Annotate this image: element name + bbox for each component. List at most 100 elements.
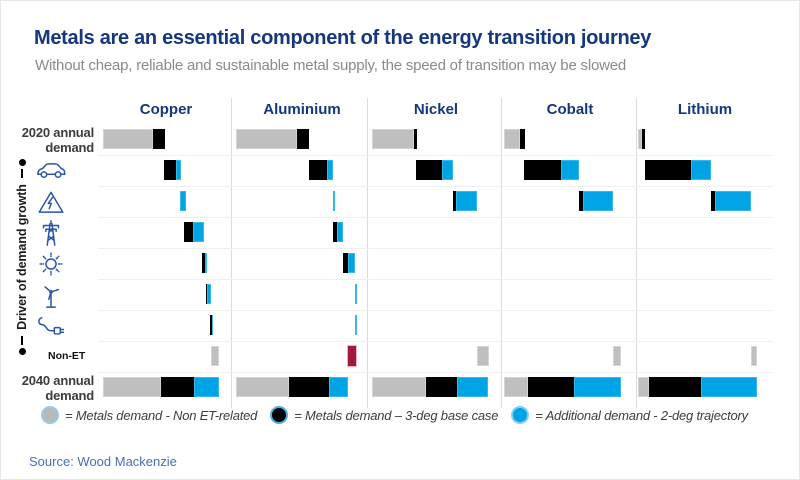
column-separator [636, 98, 637, 408]
bar-segment [442, 160, 453, 180]
bar-segment [649, 377, 701, 397]
bar-segment [574, 377, 621, 397]
driver-axis-label: Driver of demand growth [15, 184, 29, 330]
row-label-2040: 2040 annual demand [21, 373, 94, 403]
row-gridline [98, 248, 773, 249]
bar-segment [207, 284, 211, 304]
bar-segment [453, 191, 456, 211]
bar-segment [184, 222, 193, 242]
column-header-lithium: Lithium [677, 101, 733, 118]
row-gridline [98, 341, 773, 342]
bar-segment [504, 377, 528, 397]
row-label-non-et: Non-ET [48, 350, 86, 362]
high-voltage-icon [34, 186, 68, 218]
sun-icon [34, 248, 68, 280]
bar-segment [236, 129, 297, 149]
bar-segment [297, 129, 309, 149]
bar-segment [212, 315, 213, 335]
bar-segment [372, 377, 426, 397]
axis-end-dot [18, 159, 26, 167]
bar-segment [289, 377, 329, 397]
bar-segment [205, 253, 207, 273]
driver-axis: Driver of demand growth [14, 159, 30, 355]
bar-segment [309, 160, 327, 180]
bar-segment [176, 160, 181, 180]
page-subtitle: Without cheap, reliable and sustainable … [35, 57, 627, 74]
bar-segment [202, 253, 205, 273]
column-separator [231, 98, 232, 408]
bar-segment [210, 315, 212, 335]
bar-segment [524, 160, 561, 180]
bar-segment [642, 129, 645, 149]
legend-item-black: = Metals demand – 3-deg base case [270, 406, 498, 424]
bar-segment [426, 377, 457, 397]
bar-segment [561, 160, 579, 180]
bar-segment [457, 377, 488, 397]
axis-end-dot [18, 348, 26, 355]
bar-segment [355, 315, 357, 335]
bar-segment [715, 191, 751, 211]
bar-segment [180, 191, 186, 211]
legend-label: = Additional demand - 2-deg trajectory [535, 407, 748, 423]
bar-segment [701, 377, 757, 397]
bar-segment [337, 222, 343, 242]
bar-segment [613, 346, 621, 366]
page-title: Metals are an essential component of the… [34, 27, 652, 49]
column-header-copper: Copper [139, 101, 193, 118]
bar-segment [164, 160, 176, 180]
ev-plug-icon [34, 310, 68, 342]
column-separator [367, 98, 368, 408]
row-gridline [98, 310, 773, 311]
bar-segment [236, 377, 289, 397]
legend-item-gray: = Metals demand - Non ET-related [41, 406, 257, 424]
bar-segment [477, 346, 489, 366]
wind-turbine-icon [34, 279, 68, 311]
bar-segment [520, 129, 525, 149]
legend: = Metals demand - Non ET-related = Metals… [41, 406, 771, 424]
bar-segment [645, 160, 691, 180]
row-gridline [98, 217, 773, 218]
row-gridline [98, 155, 773, 156]
bar-segment [343, 253, 348, 273]
column-separator [501, 98, 502, 408]
bar-segment [751, 346, 757, 366]
bar-segment [348, 253, 355, 273]
bar-segment [193, 222, 204, 242]
bar-segment [416, 160, 442, 180]
legend-swatch-blue [511, 406, 530, 424]
bar-segment [638, 129, 642, 149]
bar-segment [206, 284, 207, 304]
axis-stem [21, 168, 23, 178]
transmission-tower-icon [34, 217, 68, 249]
bar-segment [583, 191, 613, 211]
row-label-2020: 2020 annual demand [21, 125, 94, 155]
bar-segment [348, 346, 356, 366]
row-gridline [98, 279, 773, 280]
bar-segment [153, 129, 165, 149]
legend-item-blue: = Additional demand - 2-deg trajectory [511, 406, 748, 424]
legend-swatch-black [270, 406, 289, 424]
column-header-nickel: Nickel [413, 101, 459, 118]
axis-stem [21, 336, 23, 346]
bar-segment [504, 129, 520, 149]
column-header-cobalt: Cobalt [546, 101, 594, 118]
row-gridline [98, 372, 773, 373]
legend-label: = Metals demand - Non ET-related [65, 407, 258, 423]
row-gridline [98, 186, 773, 187]
bar-segment [103, 129, 153, 149]
bar-segment [456, 191, 477, 211]
bar-segment [327, 160, 333, 180]
bar-segment [329, 377, 348, 397]
legend-label: = Metals demand – 3-deg base case [294, 407, 499, 423]
bar-segment [638, 377, 649, 397]
source-note: Source: Wood Mackenzie [29, 454, 177, 469]
bar-segment [355, 284, 357, 304]
car-icon [34, 155, 68, 187]
bar-segment [528, 377, 574, 397]
bar-segment [691, 160, 711, 180]
bar-segment [372, 129, 414, 149]
bar-segment [711, 191, 715, 211]
legend-swatch-gray [41, 406, 59, 424]
bar-segment [333, 191, 335, 211]
